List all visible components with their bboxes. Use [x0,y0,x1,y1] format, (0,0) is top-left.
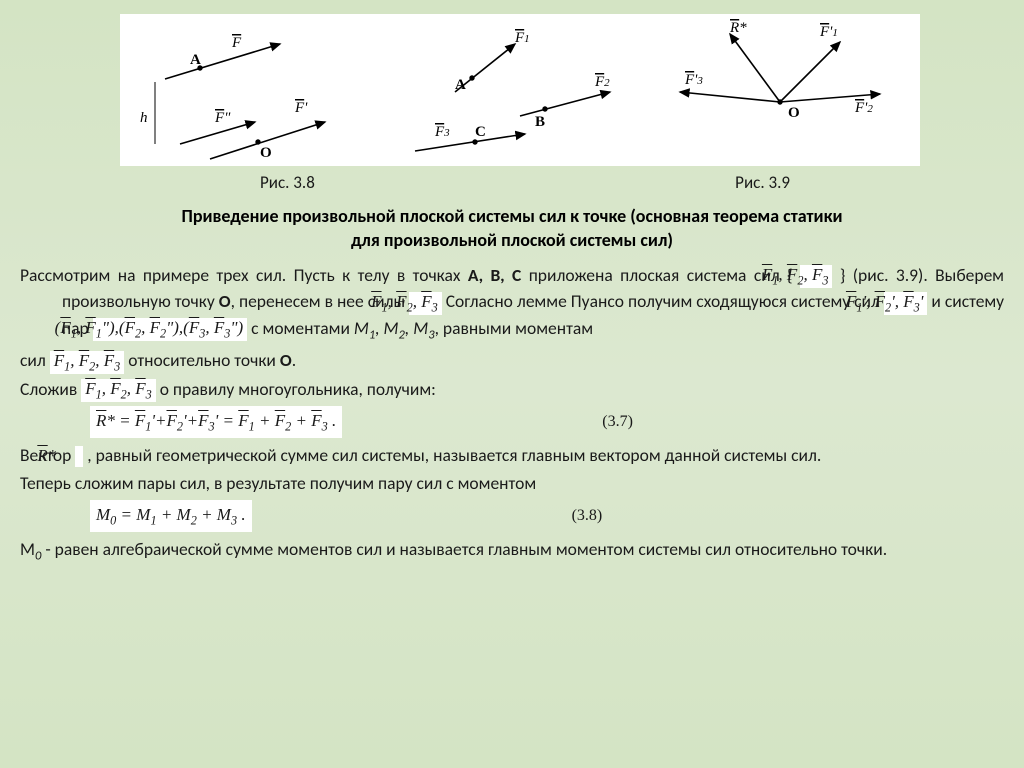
text: - равен алгебраической сумме моментов си… [41,538,887,560]
text: приложена плоская система сил { [521,264,800,286]
svg-text:O: O [788,105,800,121]
text: . [292,349,296,371]
text: Согласно лемме Пуансо получим сходящуюся… [442,290,884,312]
math-f123-2: F1, F2, F3 [409,292,442,315]
figure-captions: Рис. 3.8 Рис. 3.9 [120,170,920,196]
text: сил [20,349,50,371]
text: М [20,538,35,560]
svg-text:F2: F2 [594,74,610,90]
svg-text:F1: F1 [514,30,530,46]
svg-text:F3: F3 [434,124,450,140]
para-2: сил F1, F2, F3 относительно точки O. [20,347,1004,373]
svg-text:F': F' [294,100,308,116]
text: Рассмотрим на примере трех сил. Пусть к … [20,264,468,286]
text: о правилу многоугольника, получим: [156,378,436,400]
heading-line1: Приведение произвольной плоской системы … [182,205,843,227]
figures-svg: A F O F" F' h A F1 B [120,14,920,166]
math-pairs: (F1, F1"),(F2, F2"),(F3, F3") [93,318,248,341]
svg-text:C: C [475,124,486,140]
svg-text:h: h [140,110,148,126]
para-4: Вектор R* , равный геометрической сумме … [20,442,1004,468]
text: с моментами [247,317,354,339]
equation-3-7: R* = F1'+F2'+F3' = F1 + F2 + F3 . (3.7) [90,406,1004,438]
equation-3-8: M0 = M1 + M2 + M3 . (3.8) [90,500,1004,532]
page-root: A F O F" F' h A F1 B [0,0,1024,768]
svg-text:B: B [535,114,545,130]
points-abc: A, B, C [468,264,521,286]
svg-text:O: O [260,145,272,161]
point-o-2: O [280,349,292,371]
figure-box: A F O F" F' h A F1 B [120,14,920,166]
math-f123: F1, F2, F3 [800,265,833,288]
eq-38-num: (3.8) [572,504,603,528]
eq-37-num: (3.7) [602,410,633,434]
text: , равный геометрической сумме сил систем… [83,444,821,466]
svg-text:A: A [190,52,201,68]
eq-38-body: M0 = M1 + M2 + M3 . [90,500,252,532]
text: относительно точки [124,349,280,371]
point-o: O [219,290,231,312]
math-f123-4: F1, F2, F3 [81,379,156,402]
math-m123: М1, М2, М3 [354,317,435,339]
math-f123-3: F1, F2, F3 [50,351,125,374]
svg-text:F'1: F'1 [819,24,838,40]
para-1: Рассмотрим на примере трех сил. Пусть к … [20,262,1004,345]
text: Сложив [20,378,81,400]
svg-text:F'2: F'2 [854,100,873,116]
heading: Приведение произвольной плоской системы … [20,204,1004,253]
caption-fig-3-8: Рис. 3.8 [260,170,315,196]
eq-37-body: R* = F1'+F2'+F3' = F1 + F2 + F3 . [90,406,342,438]
para-5: Теперь сложим пары сил, в результате пол… [20,470,1004,496]
svg-text:F'3: F'3 [684,72,703,88]
svg-text:F: F [231,35,242,51]
svg-text:A: A [455,77,466,93]
para-6: М0 - равен алгебраической сумме моментов… [20,536,1004,566]
caption-fig-3-9: Рис. 3.9 [735,170,790,196]
heading-line2: для произвольной плоской системы сил) [351,229,673,251]
svg-text:R*: R* [729,20,747,36]
text: , равными моментам [435,317,594,339]
math-f123p: F1', F2', F3' [884,292,927,315]
para-3: Сложив F1, F2, F3 о правилу многоугольни… [20,376,1004,402]
svg-text:F": F" [214,110,231,126]
